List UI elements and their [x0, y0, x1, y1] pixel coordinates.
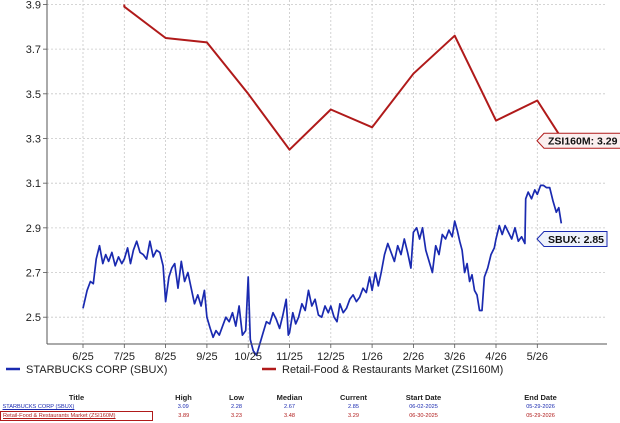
col-header-median: Median [276, 393, 303, 402]
col-header-low: Low [229, 393, 244, 402]
cell-high: 3.09 [177, 404, 189, 411]
end-label-box [536, 231, 608, 248]
x-tick-label: 11/25 [276, 351, 303, 363]
col-header-start-date: Start Date [405, 393, 442, 402]
cell-end-date: 05-29-2026 [526, 404, 555, 411]
x-tick-label: 9/25 [196, 351, 217, 363]
y-tick-label: 2.7 [26, 268, 41, 280]
table-row: STARBUCKS CORP (SBUX) 3.09 2.28 2.67 2.8… [1, 403, 620, 412]
y-tick-label: 3.9 [26, 0, 41, 11]
cell-low: 3.23 [231, 413, 242, 419]
end-label-text: SBUX: 2.85 [548, 234, 604, 246]
y-tick-label: 3.3 [26, 133, 41, 145]
x-tick-label: 4/26 [485, 351, 506, 363]
x-tick-label: 1/26 [361, 351, 382, 363]
x-tick-label: 10/25 [234, 351, 262, 363]
stats-table-header: Title High Low Median Current Start Date… [1, 392, 620, 403]
series-line-sbux [82, 184, 563, 357]
col-header-end-date: End Date [524, 393, 557, 402]
y-tick-label: 2.5 [26, 312, 41, 324]
x-tick-label: 7/25 [114, 351, 135, 363]
x-tick-label: 3/26 [444, 351, 465, 363]
cell-high: 3.89 [178, 413, 190, 419]
cell-median: 3.48 [284, 413, 295, 419]
plot-area [47, 0, 607, 344]
chart-svg: 6/25 7/25 8/25 9/25 10/25 11/25 12/25 1/26 2/26 3… [6, 0, 620, 376]
end-label-sbux: SBUX: 2.85 [536, 231, 608, 248]
cell-low: 2.28 [231, 404, 242, 411]
stats-table: Title High Low Median Current Start Date… [0, 392, 620, 421]
cell-start-date: 06-30-2025 [409, 413, 438, 419]
y-tick-label: 2.9 [26, 223, 41, 235]
cell-median: 2.67 [284, 404, 295, 411]
x-tick-label: 8/25 [155, 351, 176, 363]
cell-end-date: 05-29-2026 [526, 413, 555, 419]
row-title-link[interactable]: Retail-Food & Restaurants Market (ZSI160… [0, 411, 153, 421]
legend-label-sbux: STARBUCKS CORP (SBUX) [26, 364, 167, 376]
col-header-current: Current [339, 393, 368, 402]
cell-current: 2.85 [348, 404, 359, 411]
legend-label-zsi: Retail-Food & Restaurants Market (ZSI160… [282, 364, 503, 376]
col-header-high: High [175, 393, 192, 402]
end-label-zsi160m: ZSI160M: 3.29 [536, 132, 620, 149]
x-tick-label: 12/25 [317, 351, 345, 363]
x-tick-label: 6/25 [72, 351, 93, 363]
x-tick-label: 5/26 [527, 351, 548, 363]
y-tick-label: 3.7 [26, 44, 41, 56]
x-tick-label: 2/26 [403, 351, 424, 363]
series-line-zsi160m [123, 4, 563, 151]
y-tick-label: 3.1 [26, 178, 41, 190]
end-label-text: ZSI160M: 3.29 [548, 136, 618, 148]
row-title-link[interactable]: STARBUCKS CORP (SBUX) [2, 404, 75, 410]
col-header-title: Title [68, 393, 85, 402]
y-tick-label: 3.5 [26, 89, 41, 101]
end-label-box [536, 132, 620, 149]
cell-start-date: 06-02-2025 [409, 404, 438, 411]
table-row: Retail-Food & Restaurants Market (ZSI160… [0, 411, 620, 421]
cell-current: 3.29 [348, 413, 359, 419]
